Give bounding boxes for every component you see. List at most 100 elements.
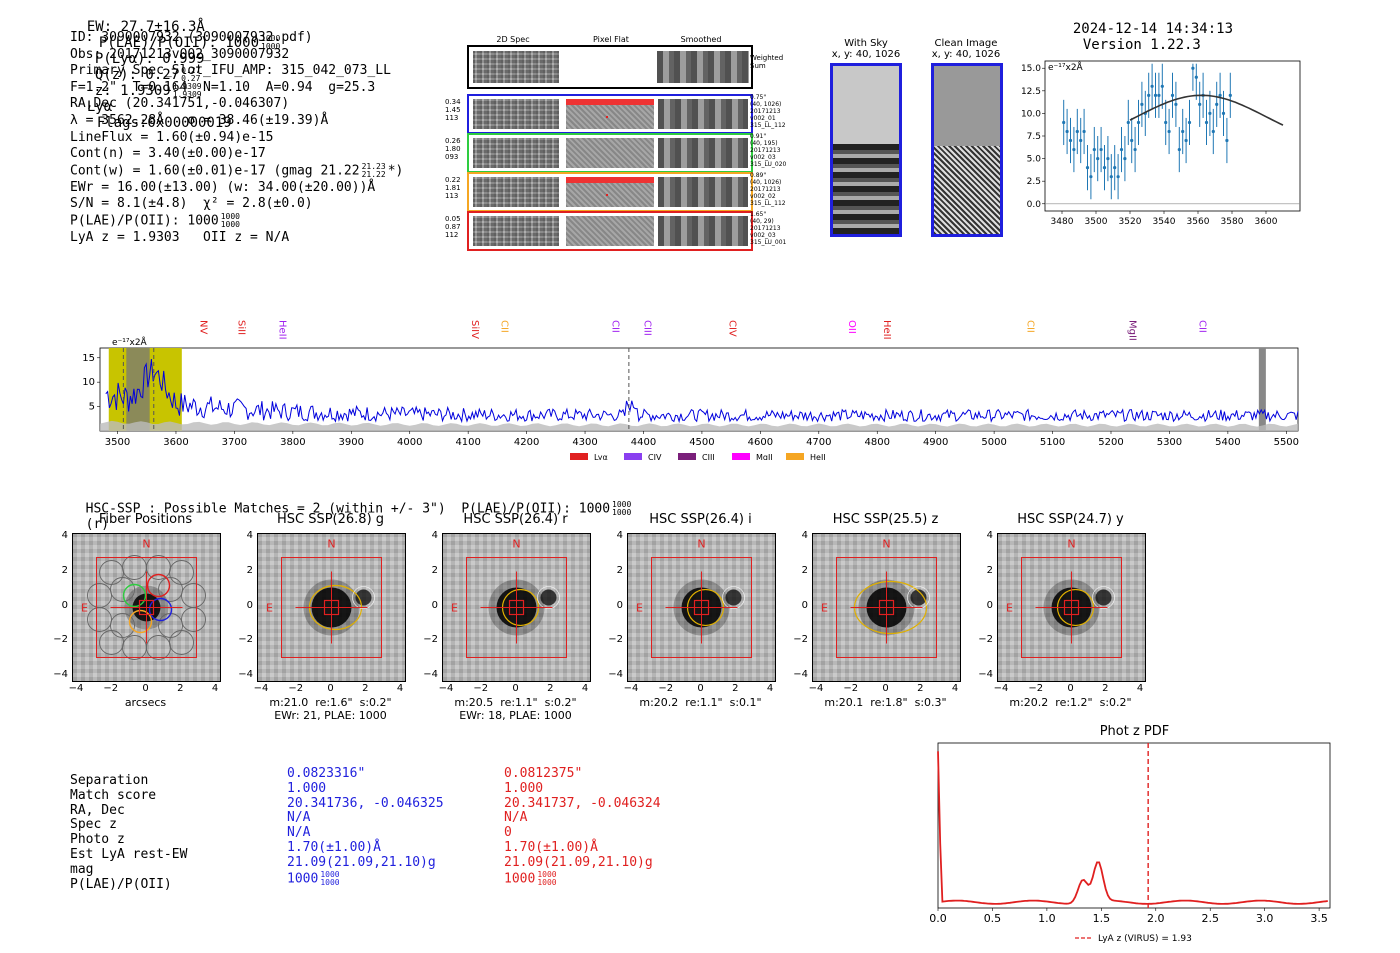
cutout-x-tick-label: 4 — [211, 683, 219, 694]
info-primary: Primary Spec_Slot_IFU_AMP: 315_042_073_L… — [70, 63, 391, 79]
cutout-x-tick-label: −2 — [103, 683, 119, 694]
cutout-y-tick-label: −4 — [53, 669, 68, 680]
north-label: N — [1067, 538, 1075, 551]
zoom-point — [1150, 84, 1154, 88]
info-obs: Obs: 20171213v002_3090007932 — [70, 46, 290, 62]
spec-legend-label: Lyα — [594, 453, 608, 460]
header-z: z: 1.9309 — [94, 83, 171, 99]
zoom-point — [1065, 129, 1069, 134]
fiber-info-line: (40, 1026) — [750, 179, 782, 186]
cutout-y-tick-label: 4 — [61, 530, 68, 541]
emission-line-label: HeII — [881, 320, 892, 340]
spec-legend-swatch — [678, 453, 696, 460]
match-value: 20.341737, -0.046324 — [504, 795, 661, 811]
fiber-stat: 1.80 — [445, 145, 461, 153]
neighbor-source — [910, 589, 927, 606]
fiber-stat: 112 — [445, 231, 459, 239]
photz-body — [937, 743, 1328, 908]
cutout-x-tick-label: 0 — [142, 683, 149, 694]
spec-legend-label: CIII — [702, 453, 715, 460]
east-label: E — [636, 602, 643, 615]
zoom-point — [1140, 102, 1144, 106]
spec-axes-frame — [99, 347, 1299, 432]
search-box — [281, 557, 382, 658]
pixelflat-bad-band — [566, 177, 654, 183]
match-label: Separation — [70, 773, 149, 788]
cutout-y-tick-label: −2 — [608, 634, 623, 646]
neighbor-aperture — [352, 586, 375, 609]
pixelflat-bad-band — [566, 99, 654, 105]
emission-line-labels: NV SiII HeII SiIV CII CII CIII CIV OII HeII CII MgI… — [197, 320, 1207, 341]
spec-legend-label: CIV — [648, 453, 662, 460]
fiber-circle — [146, 635, 171, 660]
fiber-stat: 0.26 — [445, 137, 461, 145]
cutout-y-tick-label: 4 — [616, 530, 623, 541]
photz-ticks: 0.0 0.5 1.0 1.5 2.0 2.5 3.0 3.5 — [930, 908, 1328, 925]
zoom-point — [1215, 102, 1219, 106]
hsc-summary-frac: 1000 1000 — [612, 500, 632, 517]
zoom-x-tick-label: 3500 — [1085, 217, 1108, 227]
info-plae: P(LAE)/P(OII): 1000 1000 1000 — [70, 212, 240, 230]
spec-legend-label: HeII — [810, 453, 826, 460]
zoom-point — [1167, 129, 1171, 134]
cutout-y-tick-label: −4 — [793, 669, 808, 680]
match2-values: 0.0812375" 1.000 20.341737, -0.046324 N/A 0 1… — [504, 766, 661, 887]
zoom-data — [1045, 63, 1300, 205]
photz-title: Phot z PDF — [1099, 724, 1170, 739]
cutout-caption-1: m:21.0 re:1.6" s:0.2" — [269, 696, 392, 709]
fiber-2dspec — [473, 138, 559, 168]
cutout-title: HSC SSP(26.8) g — [276, 512, 385, 527]
cutout-caption-1: m:20.2 re:1.1" s:0.1" — [639, 696, 762, 709]
match-labels: Separation Match score RA, Dec Spec z Photo … — [70, 773, 187, 892]
zoom-ticks: 3480 3500 3520 3540 3560 3580 3600 0.0 2.5 5.0 7.5… — [1021, 64, 1278, 227]
cutout-y-tick-label: 2 — [246, 564, 253, 576]
emission-line-label: MgII — [1127, 320, 1138, 341]
cutout-y-tick-label: 0 — [61, 599, 68, 611]
fiber-circle — [87, 607, 112, 632]
photz-frame — [937, 742, 1331, 909]
zoom-point — [1177, 147, 1181, 152]
zoom-point — [1133, 147, 1137, 152]
zoom-point — [1221, 111, 1226, 116]
emission-line-label: HeII — [276, 320, 287, 340]
header-timestamp: 2024-12-14 14:34:13 — [1072, 21, 1234, 37]
photz-x-tick-label: 0.5 — [984, 912, 1002, 925]
match-value: 21.09(21.09,21.10)g — [287, 854, 436, 870]
zoom-point — [1218, 93, 1222, 97]
fiber-row — [467, 133, 753, 173]
zoom-point — [1119, 147, 1124, 152]
spec-body — [100, 348, 1299, 431]
center-box — [508, 599, 525, 616]
zoom-x-tick-label: 3540 — [1153, 217, 1176, 227]
fiber-info-line: 315_LL_112 — [750, 200, 786, 207]
zoom-x-tick-label: 3560 — [1187, 217, 1210, 227]
info-fit: F=1.2" T=0.164 N=1.10 A=0.94 g=25.3 — [70, 79, 376, 95]
fiber-circle-orange — [128, 609, 153, 634]
fiber-info-line: 20171213 — [750, 108, 781, 115]
zoom-point — [1174, 102, 1178, 106]
with-sky-title: With Sky — [844, 38, 888, 49]
zoom-point — [1204, 120, 1209, 125]
fiber-stat: 113 — [445, 114, 459, 122]
fiber-info-line: v002_03 — [750, 154, 776, 161]
spec-x-tick-label: 5100 — [1040, 437, 1065, 448]
spec-y-tick-label: 5 — [89, 402, 95, 413]
cutout-y-tick-label: 2 — [616, 564, 623, 576]
east-label: E — [81, 602, 88, 615]
neighbor-aperture — [722, 586, 745, 609]
fiber-circle — [122, 635, 147, 660]
cutout-x-tick-label: −4 — [253, 683, 269, 694]
photz-x-tick-label: 2.5 — [1201, 912, 1219, 925]
header-right: 2024-12-14 14:34:13 Version 1.22.3 — [1056, 5, 1233, 53]
fiber-circle — [146, 555, 171, 580]
spec-trace — [105, 359, 1299, 424]
cutout-y-tick-label: 2 — [431, 564, 438, 576]
photz-x-tick-label: 3.5 — [1310, 912, 1328, 925]
fiber-info-line: 315_LL_112 — [750, 122, 786, 129]
header-bar: EW: 27.7±16.3Å P(LAE)/P(OII): 1000 1000 10… — [70, 3, 282, 131]
header-qz: Q(z): 0.27 — [94, 67, 180, 83]
zoom-fit-curve — [1129, 94, 1284, 126]
